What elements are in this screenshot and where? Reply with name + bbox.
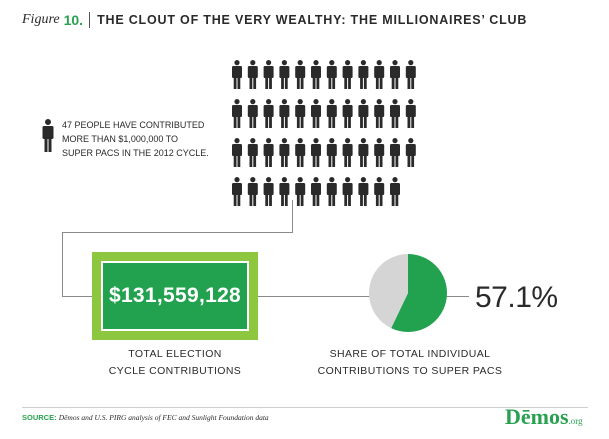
figure-word: Figure bbox=[22, 12, 60, 27]
person-icon bbox=[263, 99, 274, 128]
figure-title: THE CLOUT OF THE VERY WEALTHY: THE MILLI… bbox=[97, 13, 528, 27]
person-icon bbox=[374, 99, 385, 128]
person-icon bbox=[263, 177, 274, 206]
person-icon bbox=[390, 60, 400, 89]
footer-rule bbox=[22, 407, 588, 408]
person-icon bbox=[42, 119, 54, 152]
connector-line bbox=[258, 296, 370, 297]
source-key: SOURCE: bbox=[22, 413, 57, 422]
pie-value-label: 57.1% bbox=[475, 281, 558, 314]
logo-main: Dēmos bbox=[505, 404, 569, 429]
person-icon bbox=[374, 138, 385, 167]
source-note: SOURCE: Dēmos and U.S. PIRG analysis of … bbox=[22, 413, 269, 422]
person-icon bbox=[295, 60, 306, 89]
person-icon bbox=[390, 99, 400, 128]
money-bill-inner: $131,559,128 bbox=[101, 261, 249, 331]
note-line: 47 PEOPLE HAVE CONTRIBUTED bbox=[62, 120, 205, 130]
total-contributions-label: TOTAL ELECTION CYCLE CONTRIBUTIONS bbox=[90, 346, 260, 380]
person-icon bbox=[279, 99, 290, 128]
person-icon bbox=[358, 177, 369, 206]
person-icon bbox=[311, 138, 321, 167]
logo-suffix: .org bbox=[568, 416, 583, 426]
pie-slice-super-pacs bbox=[391, 254, 447, 332]
person-icon bbox=[342, 138, 353, 167]
bracket-right bbox=[292, 200, 293, 232]
person-icon bbox=[405, 99, 416, 128]
person-icon bbox=[232, 60, 242, 89]
bracket-left bbox=[62, 232, 63, 296]
person-icon bbox=[405, 138, 416, 167]
person-icon bbox=[326, 60, 337, 89]
people-pictograph bbox=[232, 60, 416, 206]
person-icon bbox=[279, 138, 290, 167]
connector-line bbox=[445, 296, 469, 297]
person-icon bbox=[295, 138, 306, 167]
total-contributions-value: $131,559,128 bbox=[108, 284, 242, 307]
label-line: SHARE OF TOTAL INDIVIDUAL bbox=[329, 348, 491, 360]
source-text: Dēmos and U.S. PIRG analysis of FEC and … bbox=[58, 413, 269, 422]
bracket-bottom bbox=[62, 296, 92, 297]
person-icon bbox=[295, 177, 306, 206]
person-icon bbox=[326, 99, 337, 128]
note-text: 47 PEOPLE HAVE CONTRIBUTED MORE THAN $1,… bbox=[62, 118, 222, 160]
note-line: SUPER PACS IN THE 2012 CYCLE. bbox=[62, 148, 209, 158]
note-line: MORE THAN $1,000,000 TO bbox=[62, 134, 179, 144]
money-bill: $131,559,128 bbox=[92, 252, 258, 340]
person-icon bbox=[279, 177, 290, 206]
person-icon bbox=[295, 99, 306, 128]
bracket-top bbox=[62, 232, 293, 233]
person-icon bbox=[247, 138, 258, 167]
person-icon bbox=[342, 60, 353, 89]
person-icon bbox=[405, 60, 416, 89]
person-icon bbox=[326, 138, 337, 167]
share-label: SHARE OF TOTAL INDIVIDUAL CONTRIBUTIONS … bbox=[305, 346, 515, 380]
person-icon bbox=[263, 138, 274, 167]
figure-header: Figure 10. THE CLOUT OF THE VERY WEALTHY… bbox=[22, 10, 527, 30]
person-icon bbox=[374, 177, 385, 206]
person-icon bbox=[358, 99, 369, 128]
person-icon bbox=[374, 60, 385, 89]
person-icon bbox=[390, 177, 400, 206]
header-divider bbox=[89, 12, 91, 28]
person-icon bbox=[358, 138, 369, 167]
person-icon bbox=[390, 138, 400, 167]
person-icon bbox=[247, 99, 258, 128]
pie-slice-other bbox=[369, 254, 408, 329]
figure-number: 10. bbox=[63, 12, 84, 28]
person-icon bbox=[232, 99, 242, 128]
person-icon bbox=[311, 177, 321, 206]
label-line: TOTAL ELECTION bbox=[128, 348, 222, 360]
person-icon bbox=[311, 60, 321, 89]
person-icon bbox=[232, 138, 242, 167]
person-icon bbox=[326, 177, 337, 206]
person-icon bbox=[232, 177, 242, 206]
pie-chart bbox=[369, 254, 447, 332]
demos-logo: Dēmos.org bbox=[505, 404, 583, 430]
person-icon bbox=[247, 177, 258, 206]
person-icon bbox=[342, 99, 353, 128]
person-icon bbox=[358, 60, 369, 89]
person-icon bbox=[263, 60, 274, 89]
person-icon bbox=[311, 99, 321, 128]
label-line: CYCLE CONTRIBUTIONS bbox=[108, 365, 242, 377]
person-icon bbox=[342, 177, 353, 206]
person-icon bbox=[247, 60, 258, 89]
label-line: CONTRIBUTIONS TO SUPER PACS bbox=[317, 365, 503, 377]
person-icon bbox=[279, 60, 290, 89]
